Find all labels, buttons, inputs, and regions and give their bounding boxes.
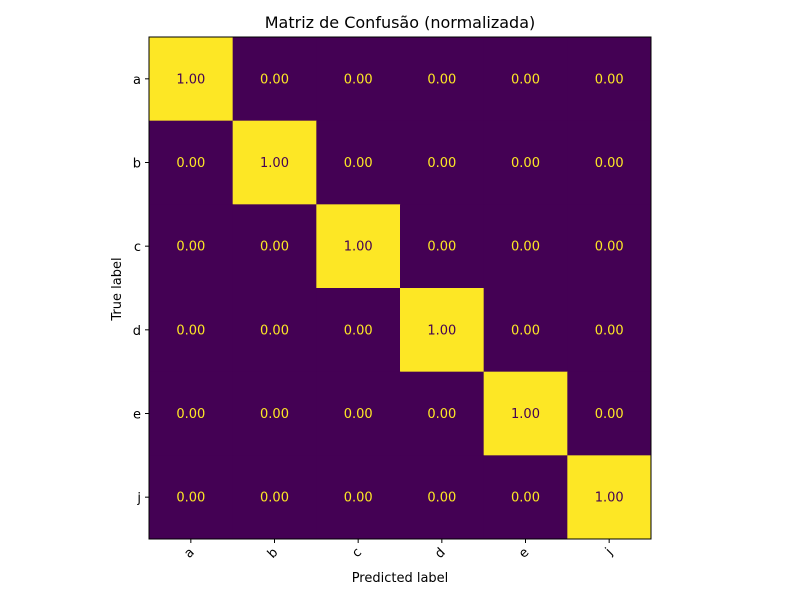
heatmap-cell <box>316 288 401 373</box>
cell-value-label: 0.00 <box>260 407 289 422</box>
cell-value-label: 0.00 <box>260 72 289 87</box>
y-tick-label: b <box>133 157 141 172</box>
heatmap-cell <box>400 371 485 456</box>
cell-value-label: 0.00 <box>511 72 540 87</box>
heatmap-cell <box>149 371 234 456</box>
cell-value-label: 0.00 <box>427 240 456 255</box>
y-tick-label: j <box>136 491 141 506</box>
cell-value-label: 0.00 <box>176 407 205 422</box>
y-axis-ticks: a b c d e j <box>133 73 149 506</box>
heatmap-cell <box>567 371 652 456</box>
heatmap-cell <box>232 288 317 373</box>
cell-value-label: 0.00 <box>344 491 373 506</box>
heatmap-cell <box>567 288 652 373</box>
heatmap-cell <box>316 371 401 456</box>
heatmap-cell <box>232 371 317 456</box>
cell-value-label: 0.00 <box>344 156 373 171</box>
cell-value-label: 0.00 <box>176 156 205 171</box>
heatmap-cell <box>232 204 317 289</box>
cell-value-label: 0.00 <box>344 407 373 422</box>
cell-value-label: 0.00 <box>260 323 289 338</box>
plot-frame <box>148 36 652 540</box>
cell-value-label: 0.00 <box>427 407 456 422</box>
cell-value-label: 0.00 <box>260 491 289 506</box>
cell-value-label: 0.00 <box>511 156 540 171</box>
heatmap-cell <box>483 37 568 122</box>
x-tick-label: j <box>602 545 616 559</box>
heatmap-cell <box>316 204 401 289</box>
cell-value-label: 0.00 <box>511 240 540 255</box>
heatmap-cell <box>567 204 652 289</box>
cell-value-label: 0.00 <box>176 240 205 255</box>
x-tick-label: e <box>516 545 532 561</box>
heatmap-cell <box>149 37 234 122</box>
cell-value-label: 0.00 <box>595 407 624 422</box>
heatmap-cell <box>483 120 568 205</box>
heatmap-cell <box>567 37 652 122</box>
heatmap-cell <box>316 120 401 205</box>
cell-value-label: 0.00 <box>344 72 373 87</box>
heatmap-cell <box>149 204 234 289</box>
x-tick-label: a <box>181 545 197 561</box>
cell-value-labels: 1.00 0.00 0.00 0.00 0.00 0.00 0.00 1.00 0.00 0.00… <box>176 72 623 505</box>
cell-value-label: 0.00 <box>595 240 624 255</box>
cell-value-label: 1.00 <box>344 240 373 255</box>
cell-value-label: 0.00 <box>427 72 456 87</box>
x-tick-label: b <box>265 545 281 561</box>
cell-value-label: 0.00 <box>511 323 540 338</box>
y-tick-label: e <box>133 408 141 423</box>
y-tick-label: a <box>133 73 141 88</box>
cell-value-label: 0.00 <box>595 156 624 171</box>
y-tick-label: c <box>134 240 141 255</box>
cell-value-label: 1.00 <box>260 156 289 171</box>
x-tick-label: d <box>432 545 448 561</box>
cell-value-label: 1.00 <box>427 323 456 338</box>
heatmap-cell <box>567 120 652 205</box>
y-tick-label: d <box>133 324 141 339</box>
heatmap-cell <box>232 37 317 122</box>
heatmap-cell <box>149 288 234 373</box>
cell-value-label: 1.00 <box>595 491 624 506</box>
heatmap-cell <box>567 455 652 540</box>
heatmap-cell <box>400 288 485 373</box>
heatmap-cell <box>483 204 568 289</box>
heatmap-cell <box>149 455 234 540</box>
heatmap-cell <box>400 37 485 122</box>
y-axis-label: True label <box>110 257 125 321</box>
cell-value-label: 0.00 <box>511 491 540 506</box>
cell-value-label: 0.00 <box>595 323 624 338</box>
x-tick-label: c <box>349 545 365 561</box>
heatmap-cell <box>232 120 317 205</box>
heatmap-cell <box>316 37 401 122</box>
cell-value-label: 0.00 <box>176 491 205 506</box>
heatmap-cell <box>232 455 317 540</box>
heatmap-cell <box>316 455 401 540</box>
heatmap-cell <box>400 455 485 540</box>
cell-value-label: 0.00 <box>344 323 373 338</box>
cell-value-label: 0.00 <box>176 323 205 338</box>
cell-value-label: 0.00 <box>595 72 624 87</box>
cell-value-label: 0.00 <box>260 240 289 255</box>
heatmap-cell <box>483 371 568 456</box>
cell-value-label: 1.00 <box>511 407 540 422</box>
heatmap-cell <box>149 120 234 205</box>
heatmap-cell <box>483 288 568 373</box>
cell-value-label: 1.00 <box>176 72 205 87</box>
chart-title: Matriz de Confusão (normalizada) <box>265 13 536 32</box>
cell-value-label: 0.00 <box>427 491 456 506</box>
heatmap-cells <box>149 37 652 540</box>
heatmap-cell <box>400 204 485 289</box>
heatmap-cell <box>400 120 485 205</box>
x-axis-label: Predicted label <box>352 571 449 586</box>
heatmap-cell <box>483 455 568 540</box>
cell-value-label: 0.00 <box>427 156 456 171</box>
